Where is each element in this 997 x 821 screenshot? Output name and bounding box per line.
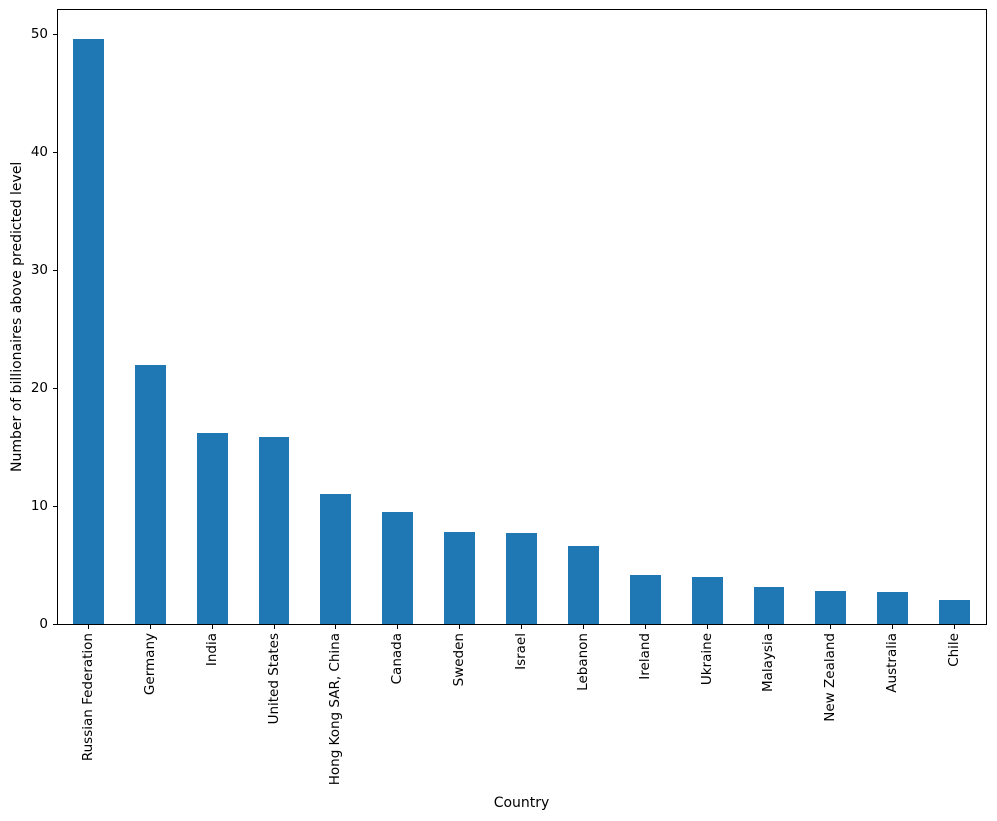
x-tick-label: Hong Kong SAR, China (327, 633, 344, 786)
bar (567, 546, 599, 624)
x-tick-label: India (203, 633, 220, 667)
bar (134, 364, 166, 624)
x-tick-label: United States (265, 633, 282, 725)
x-tick (87, 625, 89, 629)
x-tick-label: Israel (513, 633, 529, 670)
x-axis-label: Country (493, 795, 550, 811)
x-tick-label: Ireland (636, 633, 653, 680)
x-tick-label: Ukraine (698, 633, 715, 686)
bar (382, 512, 414, 624)
x-tick-label: Sweden (451, 633, 468, 687)
y-tick (52, 387, 57, 389)
x-tick (954, 625, 956, 629)
x-tick (211, 625, 213, 629)
bar (196, 433, 228, 624)
x-tick (830, 625, 832, 629)
x-tick (149, 625, 151, 629)
y-tick (52, 505, 57, 507)
bar (629, 574, 661, 624)
x-tick (892, 625, 894, 629)
y-tick-label: 40 (30, 144, 48, 161)
x-tick (706, 625, 708, 629)
x-tick-label: Chile (946, 633, 963, 667)
x-tick (521, 625, 522, 629)
plot-area (52, 9, 987, 629)
bar (506, 533, 537, 624)
y-tick-label: 50 (30, 26, 48, 43)
bar (939, 600, 971, 624)
y-tick-label: 30 (30, 261, 48, 278)
y-tick-label: 10 (30, 497, 48, 514)
bar (320, 494, 352, 624)
x-tick (582, 625, 584, 629)
bar (72, 39, 104, 624)
bar (753, 587, 785, 624)
x-tick-label: Australia (884, 633, 901, 693)
y-tick-label: 0 (39, 615, 48, 632)
x-tick-label: Germany (141, 633, 158, 696)
x-tick (273, 625, 275, 629)
bar (258, 436, 290, 624)
y-tick-label: 20 (30, 379, 48, 396)
y-tick (52, 152, 57, 154)
x-tick (335, 625, 337, 629)
x-tick (768, 625, 770, 629)
x-tick (459, 625, 461, 629)
x-tick-label: Russian Federation (79, 633, 96, 762)
x-tick (644, 625, 646, 629)
y-axis-label: Number of billionaires above predicted l… (9, 161, 25, 473)
bar (877, 592, 909, 624)
x-tick-label: Malaysia (760, 633, 777, 692)
bar (444, 532, 476, 624)
x-tick (397, 625, 399, 629)
y-tick (52, 34, 57, 36)
x-tick-label: Lebanon (574, 633, 591, 691)
bar (691, 576, 723, 624)
y-tick (52, 269, 57, 271)
x-tick-label: Canada (389, 633, 406, 685)
y-tick (52, 623, 57, 625)
x-tick-label: New Zealand (822, 633, 839, 722)
bar (815, 591, 847, 624)
